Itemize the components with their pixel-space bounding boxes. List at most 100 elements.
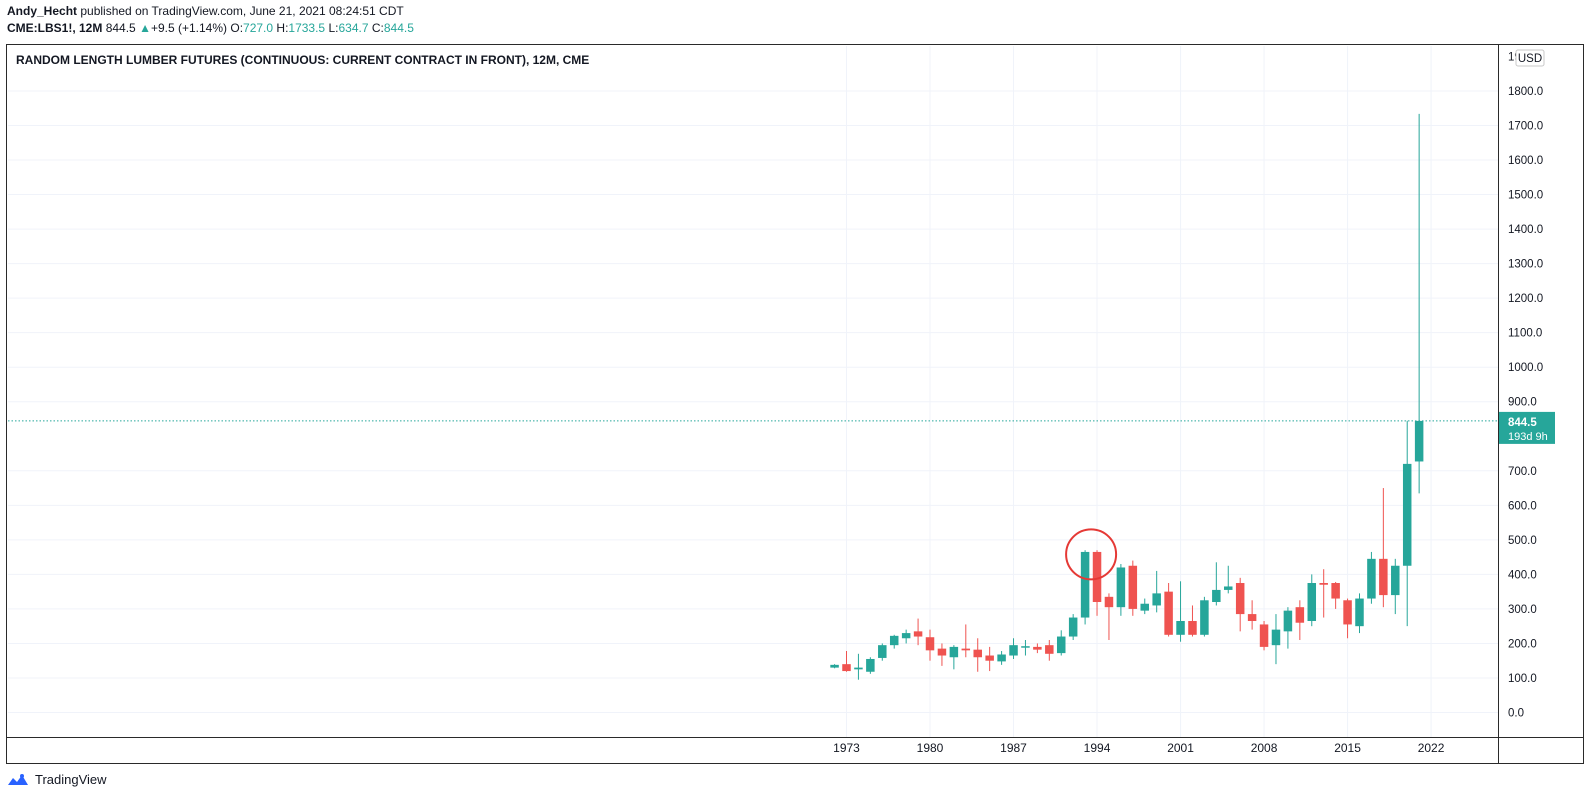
- candle-body: [1188, 620, 1197, 635]
- candle-body: [901, 633, 911, 639]
- candle-body: [842, 664, 851, 672]
- candle-body: [1367, 558, 1376, 599]
- y-tick-label: 900.0: [1508, 397, 1537, 409]
- y-tick-label: 1200.0: [1508, 293, 1543, 305]
- y-tick-label: 1700.0: [1508, 120, 1543, 132]
- candle-body: [1021, 646, 1030, 648]
- candle-body: [854, 667, 863, 670]
- last-price-countdown: 193d 9h: [1508, 431, 1548, 443]
- candle-body: [1164, 591, 1173, 635]
- candle-body: [1009, 645, 1018, 656]
- candle-body: [1212, 589, 1221, 603]
- y-tick-label: 500.0: [1508, 535, 1537, 547]
- candle-body: [1414, 420, 1424, 462]
- candle-body: [961, 648, 971, 651]
- y-tick-label: 700.0: [1508, 466, 1537, 478]
- published-text: published on TradingView.com, June 21, 2…: [80, 4, 404, 18]
- low-value: 634.7: [338, 21, 369, 35]
- candle-body: [1033, 646, 1042, 650]
- x-tick-label: 1987: [1000, 741, 1027, 755]
- candle-body: [1140, 603, 1149, 611]
- chart-frame[interactable]: [6, 44, 1584, 764]
- candle-body: [830, 664, 839, 668]
- x-tick-label: 2008: [1251, 741, 1278, 755]
- close-label: C:: [371, 21, 384, 35]
- candle-body: [889, 635, 899, 646]
- candle-body: [1402, 463, 1412, 566]
- candle-body: [1056, 636, 1066, 654]
- candle-body: [949, 646, 959, 658]
- candle-body: [913, 631, 923, 637]
- candle-body: [1271, 629, 1281, 646]
- change-arrow-icon: ▲: [139, 21, 151, 35]
- candle-body: [1104, 596, 1114, 608]
- y-tick-label: 1500.0: [1508, 190, 1543, 202]
- candle-body: [1307, 583, 1317, 621]
- candle-body: [1391, 565, 1400, 596]
- currency-box: [1515, 49, 1545, 67]
- low-label: L:: [328, 21, 339, 35]
- x-tick-label: 1994: [1084, 741, 1111, 755]
- last-price: 844.5: [105, 21, 136, 35]
- candle-body: [1259, 624, 1269, 647]
- candle-body: [1343, 600, 1352, 625]
- candle-body: [973, 649, 982, 658]
- high-value: 1733.5: [288, 21, 326, 35]
- candle-body: [1176, 620, 1185, 635]
- candle-body: [1283, 610, 1293, 632]
- ohlc-legend: CME:LBS1!, 12M 844.5 ▲+9.5 (+1.14%) O:72…: [7, 21, 414, 35]
- last-price-label-box: [1499, 411, 1555, 444]
- candle-body: [1152, 593, 1161, 606]
- high-label: H:: [276, 21, 289, 35]
- footer-brand[interactable]: TradingView: [7, 772, 107, 787]
- candle-body: [937, 648, 947, 656]
- y-tick-label: 0.0: [1508, 708, 1524, 720]
- y-tick-label: 200.0: [1508, 638, 1537, 650]
- candle-body: [1247, 614, 1257, 621]
- publish-info: Andy_Hecht published on TradingView.com,…: [7, 4, 404, 18]
- open-value: 727.0: [243, 21, 274, 35]
- open-label: O:: [230, 21, 244, 35]
- author-name: Andy_Hecht: [7, 4, 78, 18]
- candle-body: [1295, 607, 1305, 623]
- candle-body: [1092, 551, 1102, 603]
- chart-title: RANDOM LENGTH LUMBER FUTURES (CONTINUOUS…: [16, 53, 590, 67]
- last-price-value: 844.5: [1508, 417, 1537, 429]
- candle-body: [1080, 551, 1090, 618]
- candle-body: [1224, 586, 1233, 590]
- candle-body: [1128, 565, 1138, 609]
- y-tick-label: 1000.0: [1508, 362, 1543, 374]
- currency-label: USD: [1518, 53, 1542, 65]
- highlight-circle: [1065, 528, 1118, 581]
- candle-body: [1068, 617, 1078, 637]
- change-value: +9.5 (+1.14%): [150, 21, 228, 35]
- candle-body: [925, 637, 935, 651]
- y-tick-label: 1800.0: [1508, 86, 1543, 98]
- candle-body: [1200, 600, 1209, 635]
- candle-body: [1355, 598, 1364, 627]
- candle-body: [1379, 558, 1388, 596]
- x-tick-label: 1980: [917, 741, 944, 755]
- y-tick-label: 600.0: [1508, 500, 1537, 512]
- y-tick-label: 1400.0: [1508, 224, 1543, 236]
- x-tick-label: 2001: [1167, 741, 1194, 755]
- x-tick-label: 1973: [833, 741, 860, 755]
- y-tick-label: 1600.0: [1508, 155, 1543, 167]
- tradingview-logo-icon: [8, 773, 28, 785]
- symbol-label: CME:LBS1!, 12M: [7, 21, 103, 35]
- y-tick-label: 400.0: [1508, 569, 1537, 581]
- candle-body: [1331, 583, 1340, 599]
- y-tick-label: 1300.0: [1508, 259, 1543, 271]
- x-tick-label: 2022: [1418, 741, 1445, 755]
- y-tick-label: 100.0: [1508, 673, 1537, 685]
- y-tick-label: 300.0: [1508, 604, 1537, 616]
- candle-body: [1116, 567, 1126, 608]
- candle-body: [1235, 583, 1245, 615]
- candle-body: [997, 654, 1006, 662]
- candle-body: [1319, 583, 1328, 585]
- candle-body: [878, 645, 887, 658]
- candle-body: [1045, 645, 1054, 654]
- candle-body: [866, 658, 875, 672]
- y-tick-label: 1100.0: [1508, 328, 1542, 340]
